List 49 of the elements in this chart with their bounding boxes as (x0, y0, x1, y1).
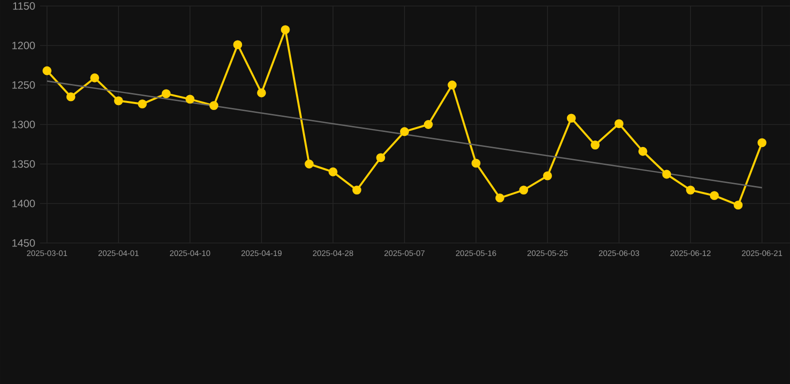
point (758, 138, 766, 148)
x-tick-label: 2025-06-12 (670, 250, 711, 256)
y-tick-label: 1400 (12, 200, 35, 208)
point (328, 167, 338, 176)
point (138, 99, 147, 108)
point (734, 200, 743, 210)
x-tick-label: 2025-04-28 (312, 250, 354, 256)
point (114, 96, 123, 106)
point (686, 186, 695, 195)
point (400, 127, 409, 136)
point (304, 160, 314, 168)
point (519, 186, 528, 195)
y-tick-label: 1300 (12, 120, 35, 128)
point (448, 80, 457, 90)
point (90, 73, 100, 82)
point (424, 120, 433, 129)
point (42, 66, 52, 76)
x-tick-label: 2025-04-19 (241, 250, 282, 256)
x-tick-label: 2025-05-07 (384, 250, 425, 256)
point (543, 171, 552, 180)
point (186, 94, 194, 104)
y-tick-label: 1250 (12, 81, 35, 89)
point (209, 101, 218, 110)
x-tick-label: 2025-06-03 (598, 250, 640, 256)
x-tick-label: 2025-05-25 (527, 250, 568, 256)
x-tick-label: 2025-04-01 (98, 250, 139, 256)
point (233, 40, 242, 50)
y-tick-label: 1150 (13, 2, 35, 10)
x-tick-label: 2025-04-10 (170, 250, 210, 256)
point (710, 191, 719, 200)
point (566, 114, 576, 123)
point (472, 158, 480, 168)
point (638, 146, 648, 156)
point (662, 170, 672, 179)
x-tick-label: 2025-06-21 (742, 250, 782, 256)
point (280, 25, 290, 34)
x-tick-label: 2025-03-01 (26, 250, 68, 256)
point (257, 88, 266, 98)
point (495, 193, 504, 202)
point (352, 186, 362, 195)
y-tick-label: 1450 (12, 239, 35, 247)
point (614, 119, 624, 128)
point (376, 153, 386, 162)
point (590, 140, 600, 150)
point (66, 92, 76, 102)
y-tick-label: 1350 (12, 160, 35, 168)
y-tick-label: 1200 (12, 42, 35, 50)
x-tick-label: 2025-05-16 (456, 250, 496, 256)
point (162, 89, 171, 98)
